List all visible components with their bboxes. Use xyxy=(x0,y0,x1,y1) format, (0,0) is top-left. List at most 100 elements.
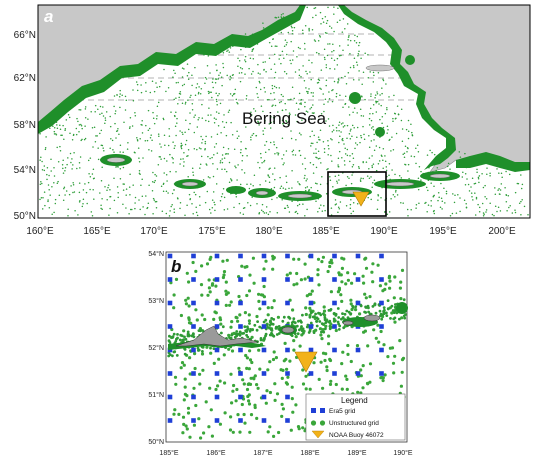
mesh-node xyxy=(188,372,192,376)
mesh-node xyxy=(186,155,188,157)
mesh-node xyxy=(187,316,191,320)
mesh-node xyxy=(116,186,119,188)
mesh-node xyxy=(273,141,275,143)
mesh-node xyxy=(131,208,133,211)
mesh-node xyxy=(366,382,370,386)
mesh-node xyxy=(383,308,386,312)
mesh-node xyxy=(494,187,496,189)
mesh-node xyxy=(376,91,378,93)
era5-node xyxy=(238,347,243,353)
mesh-node xyxy=(237,103,239,105)
mesh-node xyxy=(74,209,76,212)
mesh-node xyxy=(196,148,198,151)
mesh-node xyxy=(179,313,183,318)
mesh-node xyxy=(168,341,172,344)
mesh-node xyxy=(175,134,177,137)
mesh-node xyxy=(298,182,300,185)
mesh-node xyxy=(218,422,222,426)
mesh-node xyxy=(188,356,192,360)
mesh-node xyxy=(339,94,341,97)
mesh-node xyxy=(183,347,187,351)
mesh-node xyxy=(506,210,508,212)
mesh-node xyxy=(271,357,276,362)
era5-node xyxy=(308,253,314,259)
mesh-node xyxy=(304,101,306,104)
mesh-node xyxy=(304,105,306,108)
buoy-marker-a xyxy=(352,191,370,207)
mesh-node xyxy=(458,151,461,153)
mesh-node xyxy=(363,138,366,141)
mesh-node xyxy=(101,144,104,147)
mesh-node xyxy=(175,354,179,357)
mesh-node xyxy=(183,335,186,339)
mesh-node xyxy=(325,320,328,323)
mesh-node xyxy=(125,188,128,190)
mesh-node xyxy=(56,182,59,184)
mesh-node xyxy=(401,356,406,360)
mesh-node xyxy=(403,316,407,320)
mesh-node xyxy=(281,199,283,201)
mesh-node xyxy=(253,323,257,327)
lat-tick-66: 66°N xyxy=(14,30,36,41)
mesh-node xyxy=(248,67,250,70)
mesh-node xyxy=(384,155,386,157)
mesh-node xyxy=(363,329,367,333)
mesh-node xyxy=(289,113,291,116)
mesh-node xyxy=(92,168,95,170)
mesh-node xyxy=(191,167,194,169)
mesh-node xyxy=(132,89,134,91)
mesh-node xyxy=(338,141,340,144)
mesh-node xyxy=(214,78,217,80)
mesh-node xyxy=(272,256,276,260)
mesh-node xyxy=(220,338,224,341)
mesh-node xyxy=(129,116,132,119)
mesh-node xyxy=(271,267,275,271)
mesh-node xyxy=(232,331,236,335)
mesh-node xyxy=(259,88,262,91)
mesh-node xyxy=(216,69,218,72)
mesh-node xyxy=(342,126,345,128)
mesh-node xyxy=(302,329,306,333)
mesh-node xyxy=(302,203,304,205)
mesh-node xyxy=(225,343,229,346)
mesh-node xyxy=(290,40,292,43)
mesh-node xyxy=(365,305,368,309)
mesh-node xyxy=(100,207,102,210)
mesh-node xyxy=(48,207,51,209)
mesh-node xyxy=(198,341,202,345)
mesh-node xyxy=(431,151,433,154)
mesh-node xyxy=(408,177,410,180)
mesh-node xyxy=(350,281,354,285)
mesh-node xyxy=(102,106,104,108)
mesh-node xyxy=(145,82,147,84)
mesh-node xyxy=(59,124,61,126)
mesh-node xyxy=(508,173,511,176)
mesh-node xyxy=(189,349,192,353)
mesh-node xyxy=(308,28,310,31)
mesh-node xyxy=(407,147,409,150)
mesh-node xyxy=(240,48,242,51)
mesh-node xyxy=(364,306,368,309)
mesh-node xyxy=(307,92,309,94)
mesh-node xyxy=(241,395,245,399)
mesh-node xyxy=(171,336,175,339)
mesh-node xyxy=(313,7,315,10)
mesh-node xyxy=(105,111,108,113)
mesh-node xyxy=(244,339,248,343)
mesh-node xyxy=(326,19,329,22)
mesh-node xyxy=(43,191,46,193)
mesh-node xyxy=(359,303,363,307)
mesh-node xyxy=(61,134,63,136)
mesh-node xyxy=(438,196,440,199)
mesh-node xyxy=(279,368,283,372)
mesh-node xyxy=(373,303,377,307)
mesh-node xyxy=(215,92,217,95)
mesh-node xyxy=(191,109,194,111)
mesh-node xyxy=(245,366,249,370)
mesh-node xyxy=(206,293,210,297)
mesh-node xyxy=(107,186,109,189)
legend-buoy-symbol xyxy=(311,430,325,439)
mesh-node xyxy=(109,125,112,128)
mesh-node xyxy=(179,207,181,210)
mesh-node xyxy=(138,161,141,163)
